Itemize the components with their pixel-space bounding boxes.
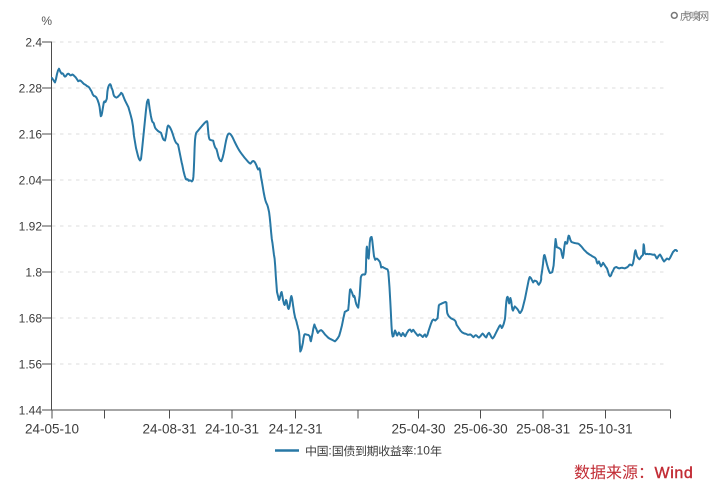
svg-text:1.8: 1.8 [25, 265, 42, 279]
svg-text:2.16: 2.16 [19, 127, 43, 141]
svg-text:2.28: 2.28 [19, 81, 43, 95]
svg-text:24-08-31: 24-08-31 [142, 422, 196, 437]
svg-text:25-06-30: 25-06-30 [454, 422, 508, 437]
svg-text::: : [328, 444, 331, 458]
svg-text:24-10-31: 24-10-31 [205, 422, 259, 437]
svg-text:25-04-30: 25-04-30 [391, 422, 445, 437]
svg-text:2.04: 2.04 [19, 173, 43, 187]
svg-text:24-05-10: 24-05-10 [25, 422, 79, 437]
svg-text:25-08-31: 25-08-31 [516, 422, 570, 437]
svg-text:Wind: Wind [655, 465, 694, 482]
svg-text:1.56: 1.56 [19, 357, 43, 371]
svg-text:2.4: 2.4 [25, 35, 42, 49]
svg-text:1.92: 1.92 [19, 219, 43, 233]
svg-text:24-12-31: 24-12-31 [269, 422, 323, 437]
svg-text:1.44: 1.44 [19, 403, 43, 417]
svg-text:1.68: 1.68 [19, 311, 43, 325]
svg-text::10: :10 [413, 444, 430, 458]
svg-text:%: % [41, 14, 52, 28]
svg-text:25-10-31: 25-10-31 [579, 422, 633, 437]
